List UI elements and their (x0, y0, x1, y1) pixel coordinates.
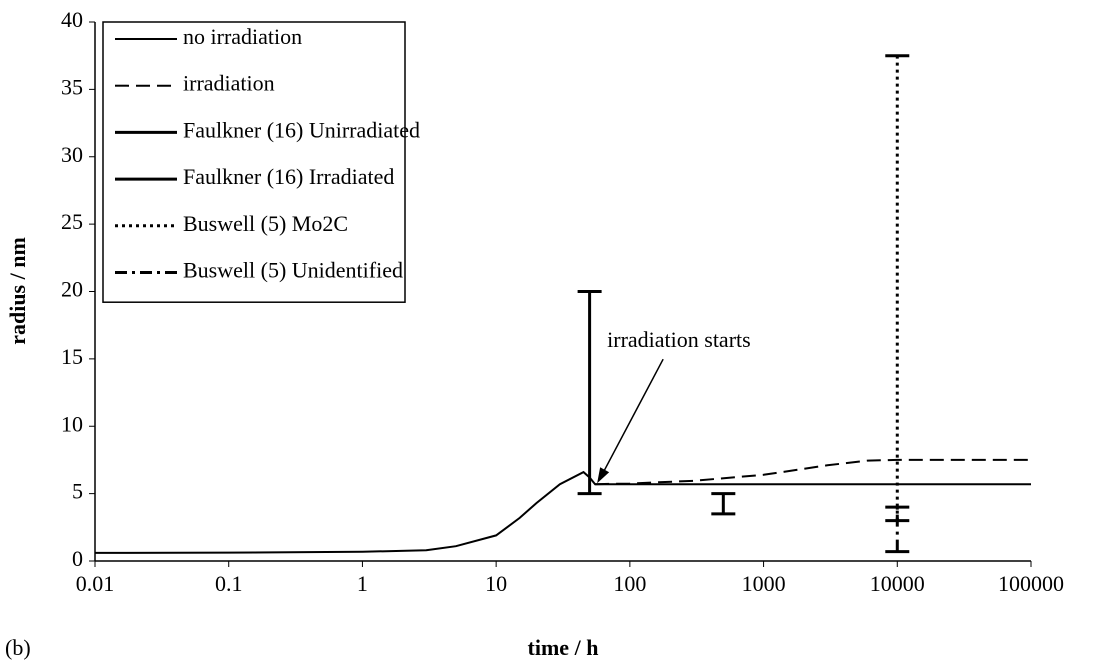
legend-label: Buswell (5) Mo2C (183, 211, 348, 236)
x-tick-label: 1 (357, 571, 368, 596)
x-tick-label: 10 (485, 571, 507, 596)
series-line (94, 470, 1031, 554)
legend-label: Faulkner (16) Irradiated (183, 164, 394, 189)
y-tick-label: 5 (72, 479, 83, 504)
y-tick-label: 10 (61, 411, 83, 436)
legend-label: Faulkner (16) Unirradiated (183, 117, 420, 142)
panel-label: (b) (5, 635, 31, 660)
y-tick-label: 0 (72, 546, 83, 571)
y-tick-label: 15 (61, 344, 83, 369)
y-axis-label: radius / nm (5, 237, 30, 345)
x-tick-label: 100 (613, 571, 646, 596)
legend-label: Buswell (5) Unidentified (183, 258, 403, 283)
legend-label: irradiation (183, 71, 275, 96)
x-tick-label: 100000 (998, 571, 1064, 596)
y-tick-label: 40 (61, 7, 83, 32)
annotation-arrow (598, 358, 664, 481)
y-tick-label: 30 (61, 142, 83, 167)
x-tick-label: 1000 (742, 571, 786, 596)
y-tick-label: 25 (61, 209, 83, 234)
x-tick-label: 0.01 (76, 571, 115, 596)
x-tick-label: 0.1 (215, 571, 243, 596)
annotation-arrowhead (597, 467, 610, 484)
annotation: irradiation starts (607, 327, 751, 352)
y-tick-label: 20 (61, 277, 83, 302)
x-tick-label: 10000 (870, 571, 925, 596)
legend-label: no irradiation (183, 24, 302, 49)
y-tick-label: 35 (61, 74, 83, 99)
series-line (595, 458, 1031, 486)
x-axis-label: time / h (528, 635, 599, 660)
legend-box (102, 21, 406, 303)
